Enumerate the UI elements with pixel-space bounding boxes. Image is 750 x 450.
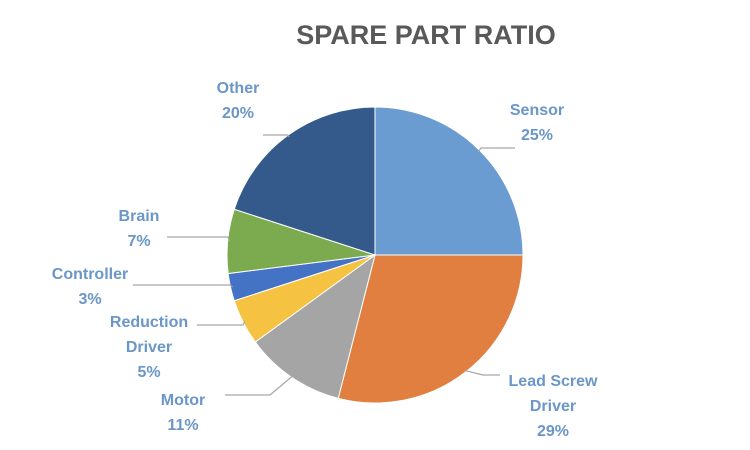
- slice-label: Other 20%: [217, 80, 260, 122]
- leader-line: [133, 284, 233, 288]
- leader-lines: [133, 134, 515, 396]
- leader-line: [197, 321, 246, 326]
- chart-title: SPARE PART RATIO: [296, 20, 556, 50]
- slice-label: Lead Screw Driver 29%: [509, 373, 598, 440]
- slice-label: Controller 3%: [52, 266, 128, 308]
- pie-slice-sensor: [374, 106, 524, 256]
- leader-line: [167, 236, 231, 242]
- slice-labels: Sensor 25% Lead Screw Driver 29% Motor 11% Redu…: [52, 80, 598, 440]
- pie-slices: [226, 106, 524, 404]
- leader-line: [464, 369, 500, 376]
- slice-label: Reduction Driver 5%: [110, 314, 188, 381]
- slice-label: Sensor 25%: [510, 102, 564, 144]
- leader-line: [225, 375, 294, 396]
- leader-line: [263, 134, 290, 138]
- pie-slice-lead-screw-driver: [337, 254, 524, 404]
- slice-label: Brain 7%: [119, 208, 160, 250]
- leader-line: [477, 147, 515, 153]
- slice-label: Motor 11%: [161, 392, 205, 434]
